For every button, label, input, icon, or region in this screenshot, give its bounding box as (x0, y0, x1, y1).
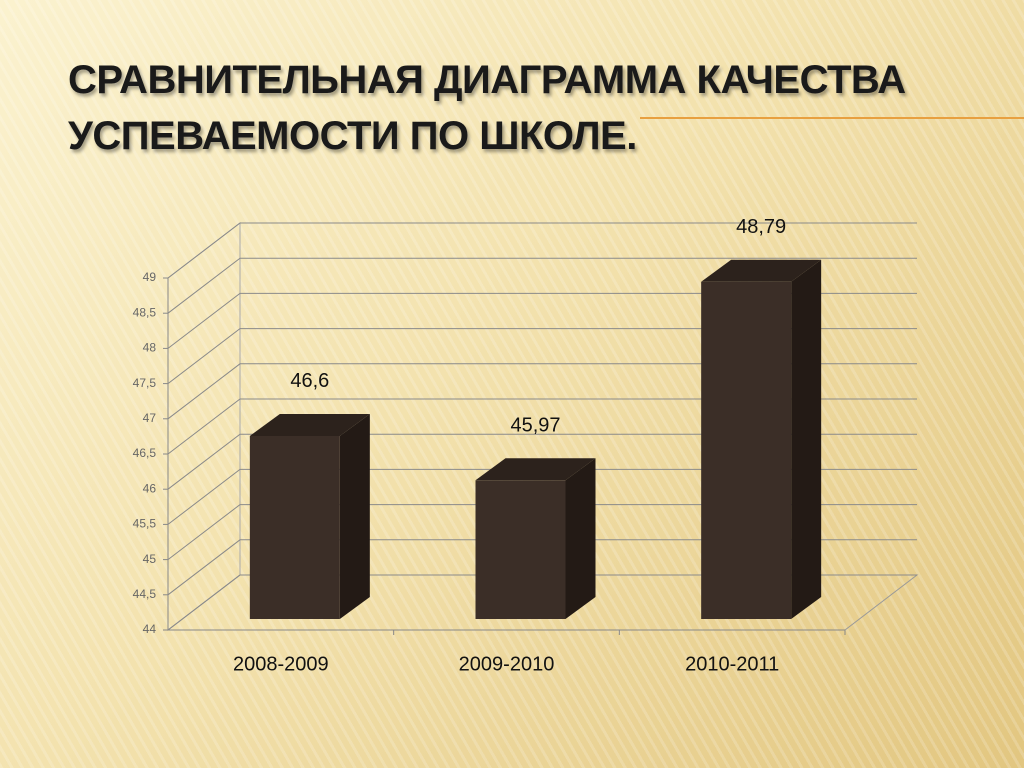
grid-line (167, 468, 917, 525)
bar-top (249, 413, 370, 436)
y-tick-label: 48 (143, 341, 157, 355)
grid-line (167, 433, 917, 490)
grid-line (167, 328, 917, 384)
y-tick-label: 44,5 (133, 587, 157, 601)
value-label: 46,6 (290, 370, 329, 392)
grid-line (167, 363, 917, 420)
bar (475, 480, 566, 619)
y-tick-label: 47 (143, 411, 157, 425)
y-tick-label: 49 (143, 270, 157, 284)
y-tick-label: 46 (143, 481, 157, 495)
y-tick-label: 45 (143, 552, 157, 566)
y-tick-label: 45,5 (133, 517, 157, 531)
y-tick-label: 48,5 (133, 305, 157, 319)
slide-title: СРАВНИТЕЛЬНАЯ ДИАГРАММА КАЧЕСТВА УСПЕВАЕ… (68, 58, 906, 158)
bar-side (791, 259, 822, 619)
grid-line (167, 504, 917, 560)
bar-top (701, 259, 822, 282)
y-tick-label: 47,5 (133, 376, 157, 390)
x-tick-label: 2009-2010 (459, 653, 555, 675)
grid-line (167, 257, 917, 314)
y-tick-label: 44 (143, 622, 157, 636)
grid-line (167, 574, 917, 631)
value-label: 45,97 (510, 415, 560, 437)
value-label: 48,79 (736, 216, 786, 238)
grid-line (167, 539, 917, 596)
title-rule (640, 117, 1024, 119)
grid-line (167, 398, 917, 455)
x-tick-label: 2010-2011 (685, 653, 779, 675)
y-tick-label: 46,5 (133, 446, 157, 460)
x-tick-label: 2008-2009 (233, 653, 329, 675)
bar-side (339, 413, 370, 619)
grid-line (167, 222, 917, 279)
bar (249, 435, 340, 619)
bar-top (475, 458, 596, 481)
grid-line (167, 292, 917, 349)
bar-side (565, 458, 596, 619)
bar (701, 281, 792, 619)
